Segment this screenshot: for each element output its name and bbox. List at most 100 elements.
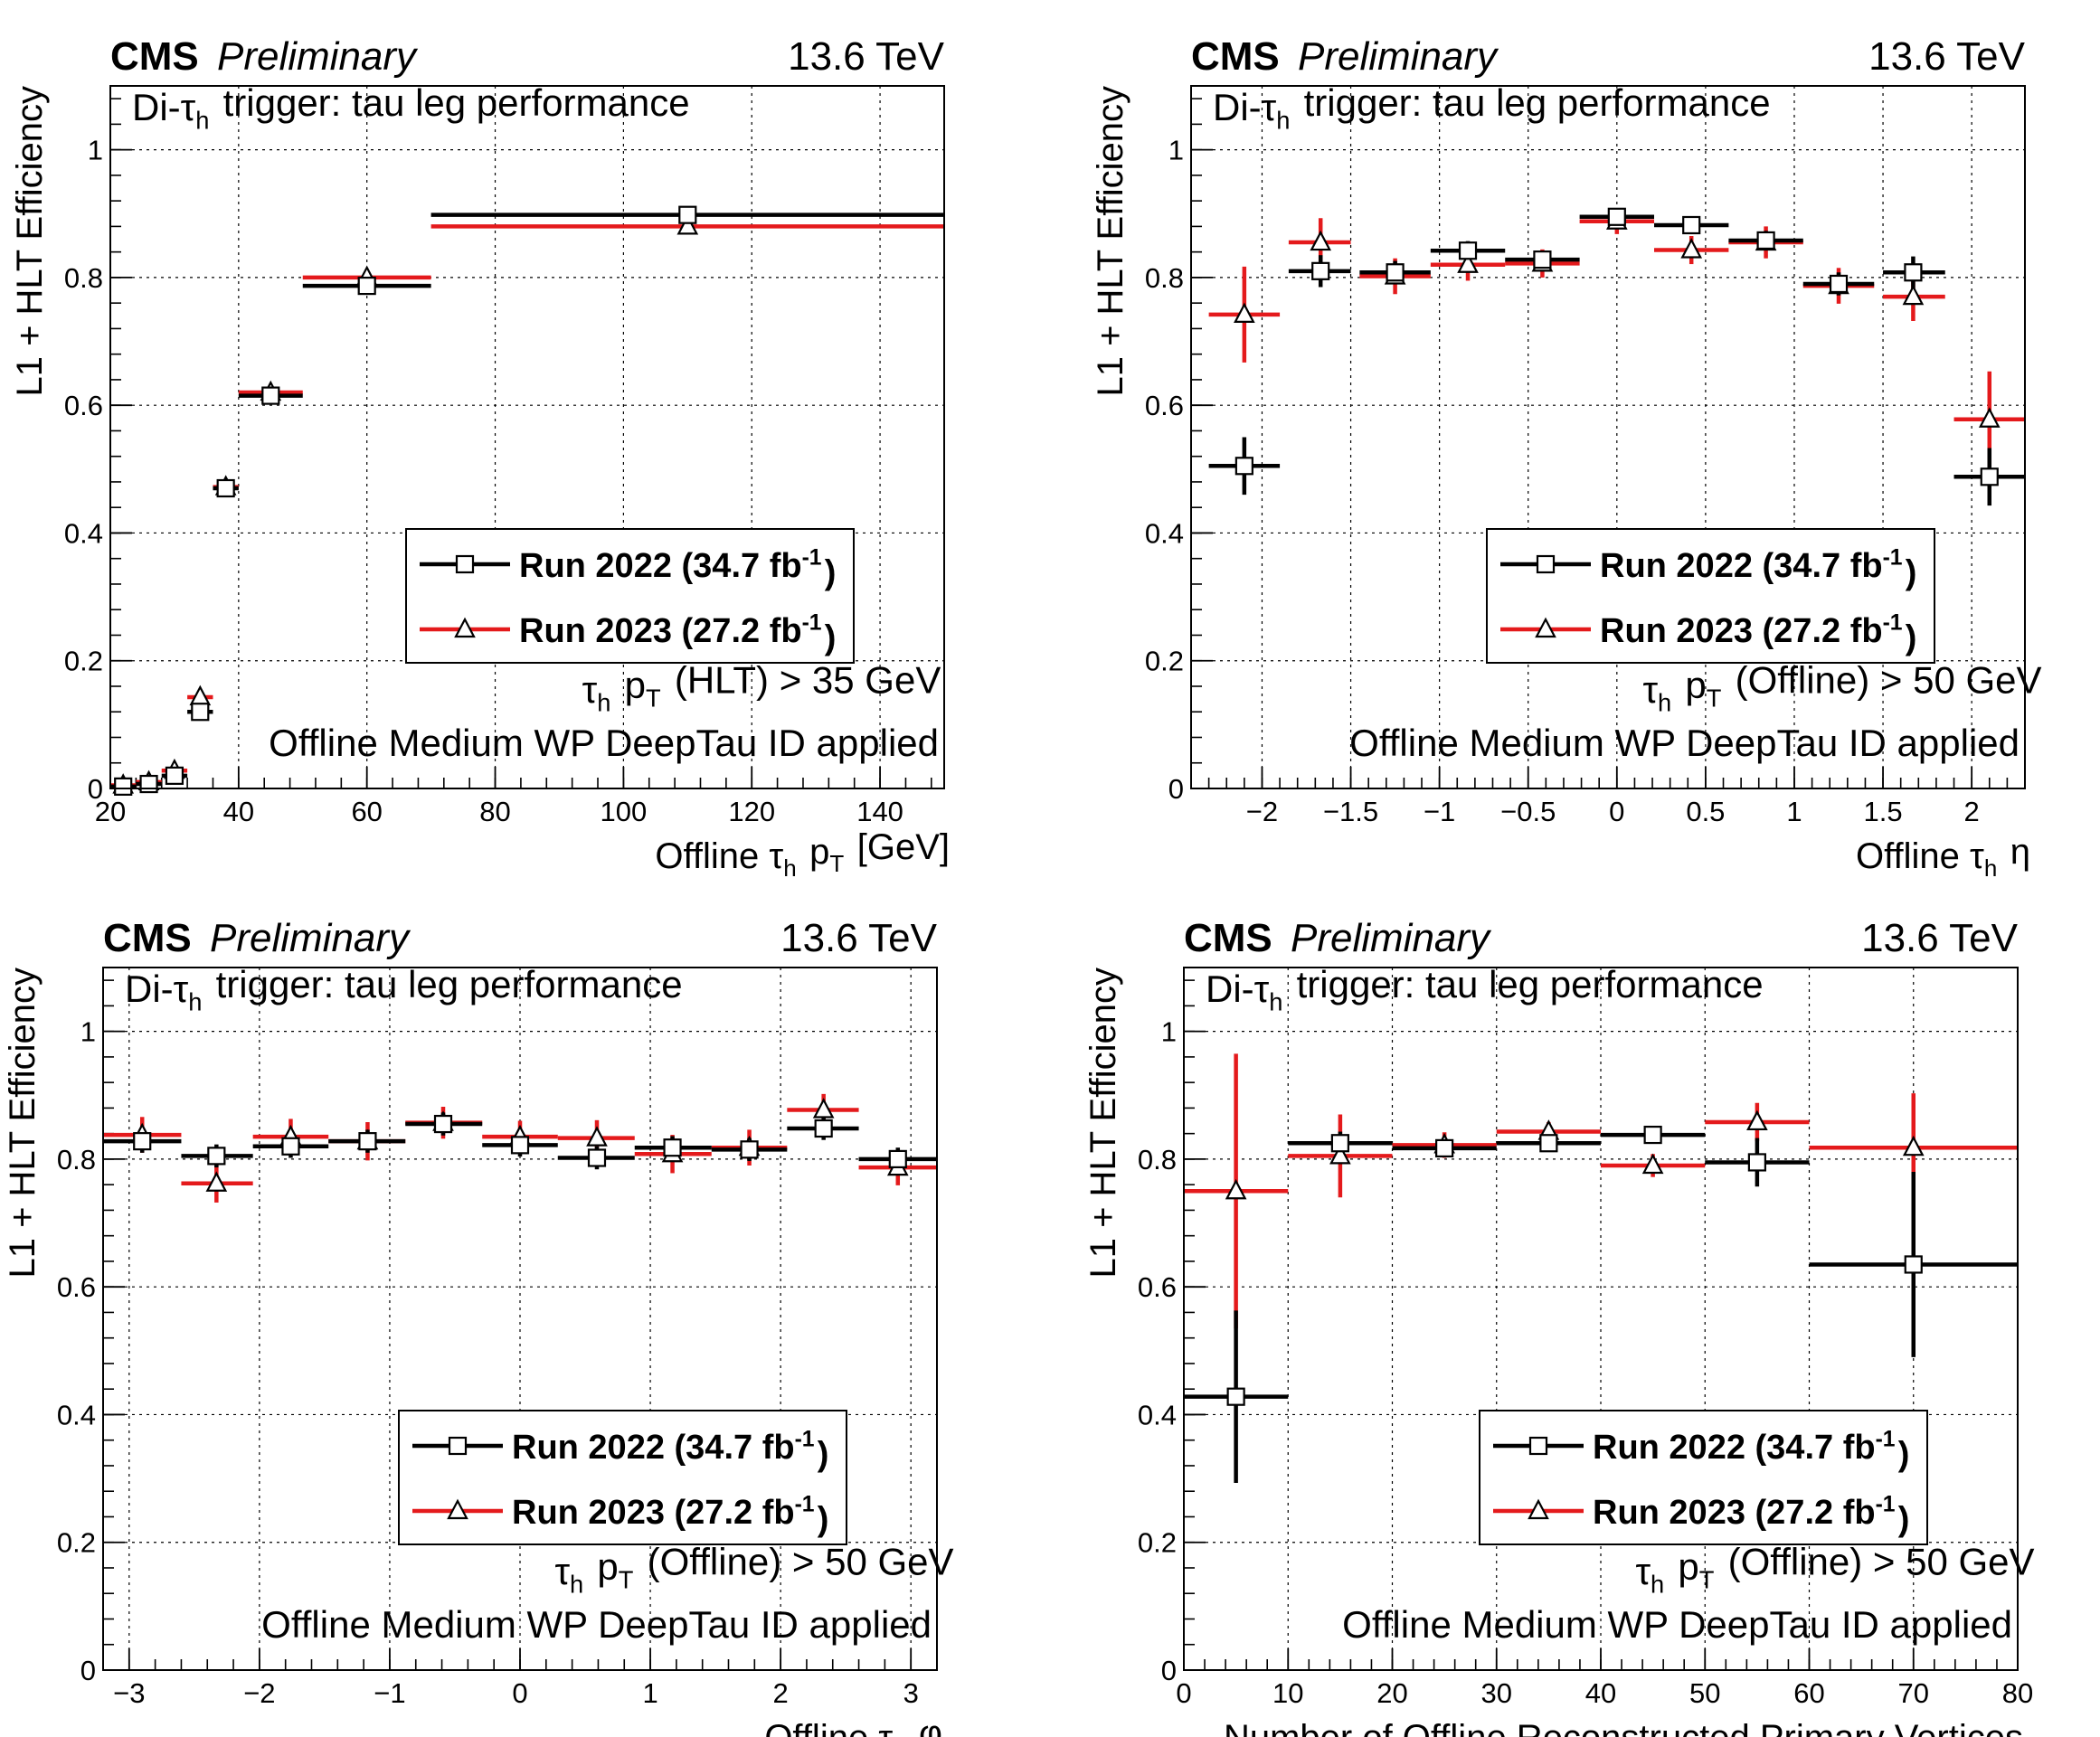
x-axis-label: Offline τh φ [764, 1713, 942, 1737]
point-run2023 [676, 214, 699, 235]
cut-annotation: τh pT (Offline) > 50 GeV [1635, 1541, 2034, 1599]
point-run2022 [1756, 231, 1775, 250]
x-tick-label: 60 [351, 796, 382, 827]
x-tick-label: 20 [95, 796, 126, 827]
y-tick-label: 0 [80, 1655, 96, 1686]
y-tick-label: 0.4 [1138, 1399, 1177, 1430]
cms-label: CMS [1191, 34, 1280, 79]
preliminary-label: Preliminary [210, 916, 411, 960]
y-tick-label: 1 [88, 135, 103, 166]
x-tick-label: 100 [601, 796, 648, 827]
point-run2022 [358, 1132, 377, 1151]
point-run2023 [1641, 1153, 1664, 1175]
y-tick-label: 0.4 [1145, 517, 1184, 549]
preliminary-label: Preliminary [1298, 34, 1499, 79]
y-tick-label: 0.4 [57, 1399, 96, 1430]
legend-label: Run 2023 (27.2 fb-1 ) [1600, 610, 1916, 656]
y-tick-label: 0.8 [64, 262, 103, 294]
y-tick-label: 0.2 [1145, 646, 1184, 677]
point-run2023 [1234, 302, 1255, 323]
x-tick-label: 2 [1964, 796, 1980, 827]
point-run2022 [281, 1137, 300, 1156]
point-run2022 [216, 478, 235, 498]
energy-label: 13.6 TeV [1861, 916, 2019, 960]
x-tick-label: −2 [243, 1677, 275, 1709]
y-tick-label: 1 [1161, 1016, 1177, 1048]
legend: Run 2022 (34.7 fb-1 ) Run 2023 (27.2 fb-1… [405, 528, 855, 664]
y-tick-label: 0 [1168, 773, 1184, 805]
cut-annotation: τh pT (Offline) > 50 GeV [554, 1541, 953, 1599]
x-tick-label: 1 [642, 1677, 657, 1709]
legend: Run 2022 (34.7 fb-1 ) Run 2023 (27.2 fb-1… [1486, 528, 1935, 664]
point-run2023 [1310, 230, 1332, 251]
y-tick-label: 0 [1161, 1655, 1177, 1686]
x-tick-label: 120 [728, 796, 775, 827]
point-run2023 [1902, 284, 1925, 306]
plot-title: Di-τh trigger: tau leg performance [132, 81, 690, 135]
x-tick-label: 20 [1376, 1677, 1407, 1709]
x-tick-label: −3 [113, 1677, 145, 1709]
legend-label: Run 2023 (27.2 fb-1 ) [512, 1492, 828, 1538]
point-run2023 [1457, 252, 1479, 273]
point-run2022 [1330, 1134, 1349, 1153]
x-tick-label: −1 [374, 1677, 405, 1709]
y-tick-label: 0.8 [1138, 1144, 1177, 1175]
x-tick-label: 3 [903, 1677, 919, 1709]
legend: Run 2022 (34.7 fb-1 ) Run 2023 (27.2 fb-1… [398, 1410, 847, 1545]
x-tick-label: −0.5 [1500, 796, 1556, 827]
energy-label: 13.6 TeV [780, 916, 938, 960]
plot-title: Di-τh trigger: tau leg performance [1206, 963, 1764, 1016]
legend-label: Run 2023 (27.2 fb-1 ) [519, 610, 836, 656]
point-run2022 [133, 1132, 152, 1151]
x-tick-label: 1.5 [1864, 796, 1903, 827]
cut-annotation: τh pT (Offline) > 50 GeV [1642, 659, 2041, 717]
legend-marker [447, 1498, 468, 1520]
legend-box [1479, 1410, 1928, 1545]
point-run2023 [205, 1171, 228, 1192]
point-run2022 [1643, 1125, 1662, 1145]
legend-marker [455, 554, 475, 574]
preliminary-label: Preliminary [1291, 916, 1492, 960]
point-run2022 [114, 777, 133, 796]
point-run2022 [261, 386, 280, 405]
panel-eta: −2 −1.5 −1 −0.5 0 0.5 1 1.5 2 0 0.2 0.4 0.6 0.8 1 CMS Pr… [1091, 34, 2042, 882]
preliminary-label: Preliminary [217, 34, 419, 79]
legend-marker [448, 1436, 468, 1456]
point-run2023 [812, 1098, 835, 1119]
y-tick-label: 0.8 [57, 1144, 96, 1175]
y-tick-label: 0.4 [64, 517, 103, 549]
point-run2022 [740, 1140, 759, 1159]
point-run2022 [587, 1148, 607, 1167]
point-run2022 [433, 1114, 453, 1134]
legend-label: Run 2022 (34.7 fb-1 ) [1600, 545, 1916, 591]
point-run2022 [1682, 215, 1701, 235]
point-run2023 [1225, 1178, 1247, 1200]
legend-marker [454, 617, 476, 638]
panel-npv: 0 10 20 30 40 50 60 70 80 0 0.2 0.4 0.6 0.8 1 CMS Prelim… [1083, 916, 2035, 1737]
x-tick-label: 0 [1176, 1677, 1191, 1709]
id-annotation: Offline Medium WP DeepTau ID applied [1349, 722, 2020, 764]
point-run2023 [1680, 238, 1703, 259]
x-axis-label: Offline τh pT [GeV] [655, 827, 950, 882]
point-run2022 [1829, 274, 1849, 294]
id-annotation: Offline Medium WP DeepTau ID applied [1342, 1603, 2012, 1646]
x-tick-label: 1 [1786, 796, 1802, 827]
x-axis-label: Number of Offline Reconstructed Primary … [1224, 1718, 2023, 1737]
legend-box [405, 528, 855, 664]
plot-title: Di-τh trigger: tau leg performance [125, 963, 683, 1016]
legend-box [398, 1410, 847, 1545]
legend-label: Run 2023 (27.2 fb-1 ) [1593, 1492, 1909, 1538]
point-run2023 [586, 1126, 608, 1147]
x-tick-label: 0 [1609, 796, 1624, 827]
point-run2022 [663, 1138, 682, 1157]
panel-phi: −3 −2 −1 0 1 2 3 0 0.2 0.4 0.6 0.8 1 CMS Preliminary 13… [3, 916, 954, 1737]
x-tick-label: −1 [1424, 796, 1455, 827]
legend-marker [1536, 554, 1556, 574]
legend-label: Run 2022 (34.7 fb-1 ) [512, 1427, 828, 1473]
point-run2022 [510, 1136, 530, 1155]
y-tick-label: 0.2 [1138, 1527, 1177, 1559]
y-axis-label: L1 + HLT Efficiency [3, 968, 43, 1279]
x-tick-label: 80 [479, 796, 510, 827]
legend-label: Run 2022 (34.7 fb-1 ) [1593, 1427, 1909, 1473]
point-run2022 [1311, 261, 1330, 280]
